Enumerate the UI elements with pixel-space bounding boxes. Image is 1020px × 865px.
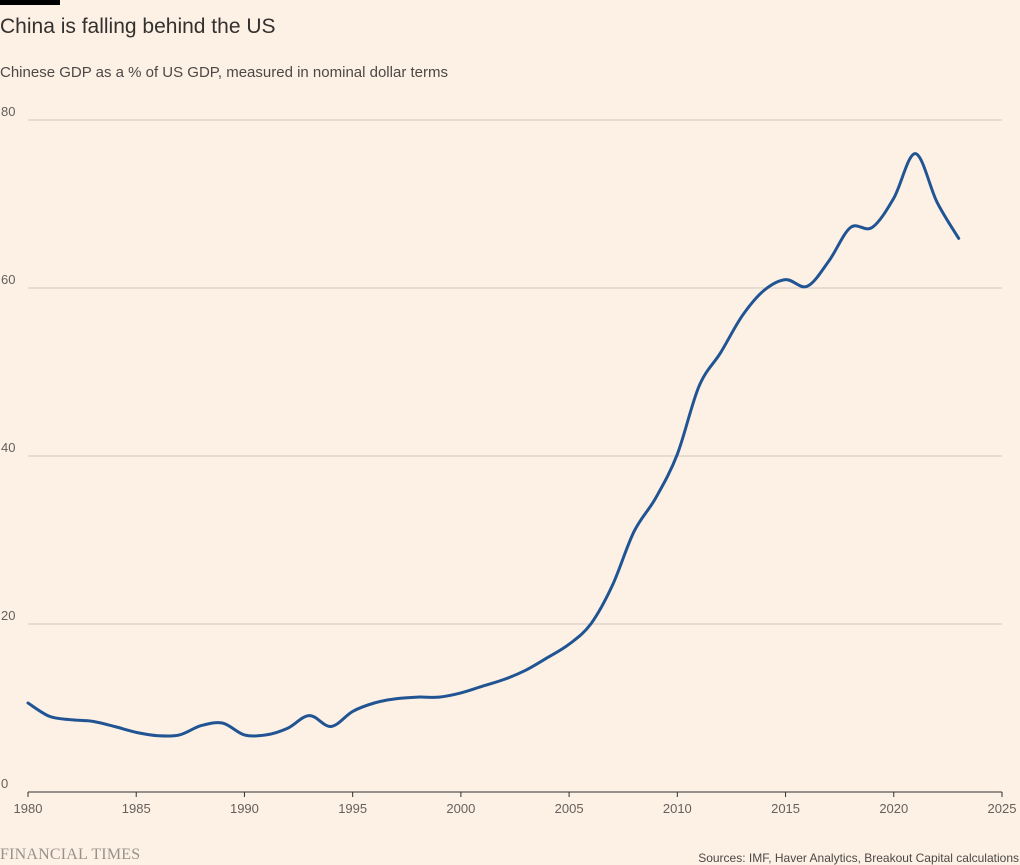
data-point bbox=[912, 151, 918, 157]
x-axis: 1980 1985 1990 1995 2000 2005 2010 2015 2020 2025 bbox=[14, 791, 1017, 816]
data-point bbox=[588, 621, 594, 627]
y-tick-label: 80 bbox=[1, 104, 15, 119]
chart-subtitle: Chinese GDP as a % of US GDP, measured i… bbox=[0, 64, 448, 81]
ft-logo-text: FINANCIAL TIMES bbox=[0, 846, 141, 863]
x-tick-label: 1995 bbox=[338, 801, 367, 816]
data-point bbox=[480, 683, 486, 689]
data-point bbox=[523, 667, 529, 673]
data-point bbox=[328, 723, 334, 729]
chart-title: China is falling behind the US bbox=[0, 15, 276, 38]
brand-accent-bar bbox=[0, 0, 60, 5]
data-point bbox=[25, 700, 31, 706]
data-point bbox=[674, 451, 680, 457]
data-point bbox=[371, 700, 377, 706]
data-point bbox=[718, 350, 724, 356]
data-point bbox=[306, 713, 312, 719]
data-point bbox=[804, 283, 810, 289]
data-point bbox=[285, 725, 291, 731]
y-tick-label: 40 bbox=[1, 440, 15, 455]
data-point bbox=[177, 732, 183, 738]
source-note: Sources: IMF, Haver Analytics, Breakout … bbox=[698, 851, 1019, 865]
data-point bbox=[90, 718, 96, 724]
data-point bbox=[956, 235, 962, 241]
data-point bbox=[220, 720, 226, 726]
x-tick-label: 2000 bbox=[446, 801, 475, 816]
data-point bbox=[501, 676, 507, 682]
x-tick-label: 1990 bbox=[230, 801, 259, 816]
y-tick-label: 60 bbox=[1, 272, 15, 287]
y-tick-label: 0 bbox=[1, 776, 8, 791]
data-point bbox=[544, 655, 550, 661]
x-tick-label: 1980 bbox=[14, 801, 43, 816]
x-tick-label: 2015 bbox=[771, 801, 800, 816]
data-point bbox=[891, 195, 897, 201]
data-point bbox=[68, 717, 74, 723]
series-line bbox=[26, 152, 961, 738]
x-tick-label: 2010 bbox=[663, 801, 692, 816]
data-point bbox=[263, 732, 269, 738]
data-point bbox=[696, 383, 702, 389]
data-point bbox=[739, 313, 745, 319]
data-point bbox=[869, 225, 875, 231]
data-point bbox=[631, 529, 637, 535]
x-tick-label: 2025 bbox=[988, 801, 1017, 816]
x-tick-label: 2005 bbox=[555, 801, 584, 816]
data-point bbox=[133, 729, 139, 735]
data-point bbox=[47, 713, 53, 719]
data-point bbox=[350, 708, 356, 714]
data-point bbox=[112, 723, 118, 729]
x-tick-label: 2020 bbox=[879, 801, 908, 816]
data-point bbox=[761, 288, 767, 294]
data-point bbox=[241, 732, 247, 738]
data-point bbox=[458, 690, 464, 696]
data-point bbox=[436, 694, 442, 700]
series bbox=[25, 151, 962, 739]
data-point bbox=[934, 199, 940, 205]
data-point bbox=[155, 733, 161, 739]
data-point bbox=[783, 277, 789, 283]
x-tick-label: 1985 bbox=[122, 801, 151, 816]
data-point bbox=[393, 696, 399, 702]
y-tick-labels: 0 20 40 60 80 bbox=[1, 104, 15, 791]
data-point bbox=[826, 258, 832, 264]
y-tick-label: 20 bbox=[1, 608, 15, 623]
data-point bbox=[653, 495, 659, 501]
data-point bbox=[847, 225, 853, 231]
data-point bbox=[566, 641, 572, 647]
y-grid bbox=[28, 119, 1002, 625]
data-point bbox=[609, 582, 615, 588]
data-point bbox=[415, 694, 421, 700]
data-point bbox=[198, 723, 204, 729]
